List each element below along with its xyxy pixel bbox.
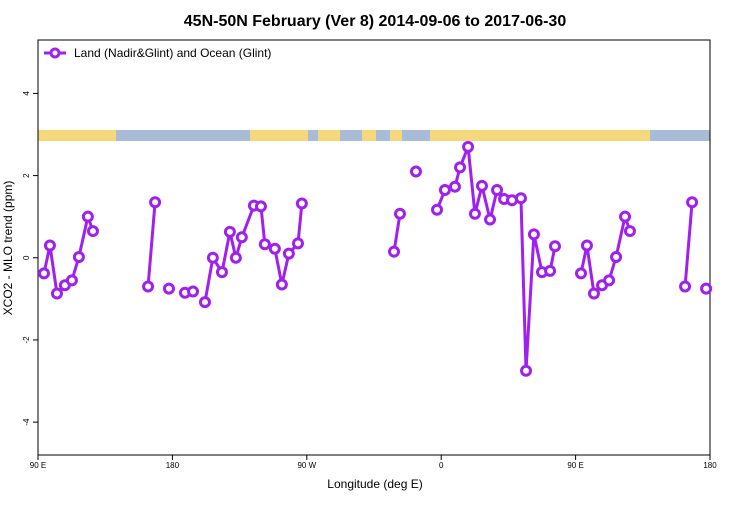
data-point xyxy=(623,225,636,238)
data-point xyxy=(229,251,242,264)
data-point xyxy=(235,231,248,244)
y-axis-label: XCO2 - MLO trend (ppm) xyxy=(1,181,15,316)
data-point xyxy=(72,250,85,263)
data-point xyxy=(520,364,533,377)
map-strip xyxy=(38,130,710,141)
data-point xyxy=(81,210,94,223)
data-point xyxy=(37,267,50,280)
data-point xyxy=(700,282,713,295)
data-point xyxy=(514,192,527,205)
data-point xyxy=(686,196,699,209)
legend: Land (Nadir&Glint) and Ocean (Glint) xyxy=(44,46,271,60)
y-tick-label: -2 xyxy=(22,336,31,344)
data-point xyxy=(454,161,467,174)
data-point xyxy=(291,237,304,250)
y-tick-label: 0 xyxy=(22,255,31,260)
data-point xyxy=(282,247,295,260)
data-point xyxy=(142,280,155,293)
data-point xyxy=(484,213,497,226)
data-point xyxy=(574,267,587,280)
data-point xyxy=(215,266,228,279)
plot-frame xyxy=(37,39,711,456)
data-point xyxy=(206,251,219,264)
data-point xyxy=(254,200,267,213)
data-point xyxy=(50,287,63,300)
data-point xyxy=(43,239,56,252)
data-point xyxy=(475,179,488,192)
x-tick-label: 90 W xyxy=(297,461,316,470)
data-point xyxy=(587,287,600,300)
data-point xyxy=(448,180,461,193)
data-point xyxy=(431,203,444,216)
y-tick-label: 2 xyxy=(22,173,31,178)
data-point xyxy=(295,197,308,210)
data-point xyxy=(409,165,422,178)
x-tick-label: 90 E xyxy=(567,461,583,470)
data-point xyxy=(491,183,504,196)
y-tick-label: 4 xyxy=(22,91,31,96)
data-point xyxy=(603,274,616,287)
data-point xyxy=(462,140,475,153)
data-point xyxy=(198,296,211,309)
data-point xyxy=(258,238,271,251)
data-point xyxy=(679,280,692,293)
x-axis-label: Longitude (deg E) xyxy=(327,477,422,491)
data-point xyxy=(438,183,451,196)
data-point xyxy=(275,278,288,291)
data-point xyxy=(268,242,281,255)
legend-label: Land (Nadir&Glint) and Ocean (Glint) xyxy=(74,46,271,60)
data-point xyxy=(580,239,593,252)
data-point xyxy=(393,207,406,220)
chart-title: 45N-50N February (Ver 8) 2014-09-06 to 2… xyxy=(184,13,567,30)
data-point xyxy=(149,196,162,209)
legend-marker xyxy=(49,47,61,59)
data-point xyxy=(619,210,632,223)
x-tick-label: 90 E xyxy=(30,461,46,470)
data-point xyxy=(187,285,200,298)
data-point xyxy=(548,240,561,253)
x-tick-label: 0 xyxy=(439,461,444,470)
x-tick-label: 180 xyxy=(166,461,180,470)
x-tick-label: 180 xyxy=(703,461,717,470)
data-point xyxy=(610,250,623,263)
data-point xyxy=(527,228,540,241)
data-point xyxy=(388,245,401,258)
y-tick-label: -4 xyxy=(22,418,31,426)
data-point xyxy=(86,225,99,238)
data-point xyxy=(468,207,481,220)
data-point xyxy=(65,274,78,287)
data-point xyxy=(544,264,557,277)
data-point xyxy=(162,282,175,295)
series-line xyxy=(44,147,706,371)
data-point xyxy=(223,225,236,238)
